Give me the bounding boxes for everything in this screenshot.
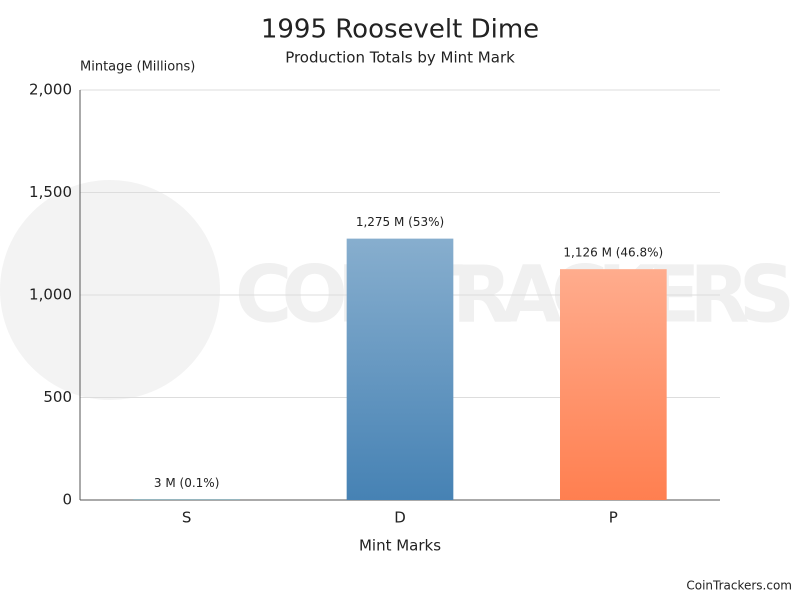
bar <box>560 269 667 500</box>
y-tick-label: 1,000 <box>29 286 72 304</box>
y-tick-label: 1,500 <box>29 183 72 201</box>
data-label: 1,126 M (46.8%) <box>563 246 663 260</box>
chart-subtitle: Production Totals by Mint Mark <box>285 49 515 67</box>
bar <box>133 499 240 500</box>
y-axis-title: Mintage (Millions) <box>80 60 195 75</box>
x-tick-label: S <box>182 509 192 527</box>
credit: CoinTrackers.com <box>686 579 792 593</box>
y-tick-label: 0 <box>62 491 72 509</box>
y-tick-label: 500 <box>43 388 72 406</box>
x-tick-label: P <box>609 509 618 527</box>
data-label: 1,275 M (53%) <box>356 215 444 229</box>
y-tick-label: 2,000 <box>29 81 72 99</box>
x-axis-title: Mint Marks <box>359 537 441 555</box>
data-label: 3 M (0.1%) <box>154 476 219 490</box>
watermark-logo <box>0 180 220 400</box>
x-tick-label: D <box>394 509 406 527</box>
chart-title: 1995 Roosevelt Dime <box>261 15 539 45</box>
bar <box>346 238 454 500</box>
